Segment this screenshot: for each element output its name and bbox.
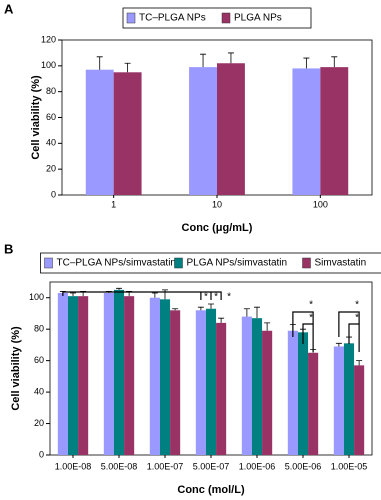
x-tick-label: 5.00E-06 <box>285 461 322 471</box>
bar <box>57 293 68 455</box>
x-tick-label: 1.00E-07 <box>147 461 184 471</box>
error-bar <box>197 306 204 311</box>
y-tick-label: 120 <box>41 34 56 44</box>
legend-swatch <box>221 12 231 24</box>
significance-bracket <box>292 311 314 352</box>
y-axis-title: Cell viability (%) <box>10 326 22 411</box>
significance-star: * <box>355 300 359 311</box>
bar <box>195 310 206 455</box>
legend-swatch <box>302 257 311 269</box>
y-tick-label: 20 <box>46 164 56 174</box>
bar <box>205 308 217 455</box>
error-bar <box>335 342 342 347</box>
error-bar <box>172 308 179 311</box>
legend-label: Simvastatin <box>315 258 367 269</box>
y-tick-label: 60 <box>34 355 44 365</box>
bar <box>241 316 252 455</box>
error-bar <box>96 56 103 70</box>
panel-label: B <box>4 241 13 256</box>
error-bar <box>254 306 260 319</box>
significance-star: * <box>204 292 208 303</box>
error-bar <box>70 292 76 297</box>
error-bar <box>124 62 131 73</box>
bar <box>85 69 114 195</box>
x-tick-label: 5.00E-08 <box>101 461 138 471</box>
legend-box <box>122 7 312 29</box>
bar <box>103 293 114 455</box>
error-bar <box>303 57 310 69</box>
error-bar <box>162 289 168 300</box>
y-tick-label: 80 <box>34 324 44 334</box>
error-bar <box>208 303 214 309</box>
bar <box>189 67 217 195</box>
error-bar <box>116 287 122 290</box>
x-tick-label: 1.00E-05 <box>331 461 368 471</box>
bar <box>159 299 171 455</box>
y-axis-title: Cell viability (%) <box>30 75 42 160</box>
bar <box>354 365 365 455</box>
significance-bracket <box>62 291 222 300</box>
legend-label: TC–PLGA NPs/simvastatin <box>57 258 176 269</box>
significance-star: * <box>227 292 231 303</box>
error-bar <box>151 292 158 298</box>
panel-label: A <box>4 1 14 16</box>
legend-label: PLGA NPs <box>234 13 282 24</box>
y-tick-label: 0 <box>39 449 44 459</box>
bar <box>297 332 309 455</box>
error-bar <box>331 56 338 68</box>
bar <box>333 346 344 455</box>
bar <box>113 72 142 195</box>
bar <box>343 343 355 455</box>
bar <box>262 330 273 455</box>
y-tick-label: 0 <box>51 189 56 199</box>
bar <box>216 322 227 455</box>
y-tick-label: 80 <box>46 86 56 96</box>
error-bar <box>243 308 250 317</box>
x-tick-label: 1.00E-06 <box>239 461 276 471</box>
bar <box>320 67 349 195</box>
error-bar <box>200 53 207 68</box>
legend-label: PLGA NPs/simvastatin <box>187 258 288 269</box>
error-bar <box>356 360 363 366</box>
x-axis-title: Conc (mol/L) <box>177 484 245 496</box>
error-bar <box>227 52 234 64</box>
significance-star: * <box>309 313 313 324</box>
bar <box>78 296 89 455</box>
x-axis-title: Conc (μg/mL) <box>182 222 253 234</box>
bar <box>170 310 181 455</box>
y-tick-label: 60 <box>46 112 56 122</box>
significance-star: * <box>355 313 359 324</box>
error-bar <box>218 317 225 323</box>
bar <box>217 63 245 195</box>
bar <box>308 352 319 455</box>
legend-box <box>40 252 381 274</box>
bar <box>67 296 79 455</box>
y-tick-label: 20 <box>34 418 44 428</box>
y-tick-label: 100 <box>29 292 44 302</box>
bar <box>149 297 160 455</box>
bar <box>113 289 125 455</box>
legend-swatch <box>174 257 183 269</box>
y-tick-label: 40 <box>34 386 44 396</box>
error-bar <box>264 322 271 331</box>
bar <box>292 68 321 195</box>
legend-swatch <box>126 12 136 24</box>
legend-swatch <box>44 257 53 269</box>
significance-star: * <box>309 300 313 311</box>
y-tick-label: 100 <box>41 60 56 70</box>
x-tick-label: 1 <box>111 199 116 209</box>
x-tick-label: 5.00E-07 <box>193 461 230 471</box>
bar <box>287 330 298 455</box>
legend-label: TC–PLGA NPs <box>139 13 206 24</box>
x-tick-label: 10 <box>212 199 222 209</box>
bar <box>124 296 135 455</box>
x-tick-label: 1.00E-08 <box>55 461 92 471</box>
x-tick-label: 100 <box>313 199 328 209</box>
bar <box>251 318 263 455</box>
significance-star: * <box>214 292 218 303</box>
y-tick-label: 40 <box>46 138 56 148</box>
significance-bracket <box>338 311 360 352</box>
